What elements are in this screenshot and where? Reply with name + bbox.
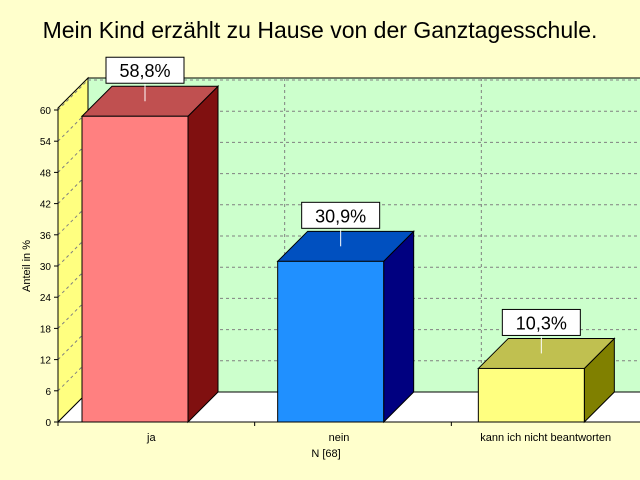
data-label: 30,9% [315,206,366,226]
bar-side [187,85,219,424]
labels: 58,8% ja 30,9% nein 10,3% kann ich nicht bean… [105,56,611,460]
y-axis-title: Anteil in % [21,240,33,292]
data-label-box [501,308,581,336]
data-label-box [105,56,185,84]
y-tick-label: 24 [40,293,52,304]
y-tick-label: 54 [40,137,52,148]
gridline [57,142,89,173]
gridline [57,329,89,360]
gridline [57,110,89,142]
x-tick-label: nein [329,432,350,444]
y-tick-label: 12 [40,356,52,367]
gridline [57,79,89,111]
y-tick-label: 36 [40,231,52,242]
gridline [57,266,89,298]
x-tick-label: kann ich nicht beantworten [480,432,611,444]
x-axis-title: N [68] [311,448,340,460]
data-label: 10,3% [516,313,567,333]
chart-title: Mein Kind erzählt zu Hause von der Ganzt… [42,17,598,43]
bar [81,115,189,423]
bar-side [383,230,415,424]
data-label: 58,8% [119,61,170,81]
y-tick-label: 30 [40,262,52,273]
gridline [57,235,89,267]
y-tick-label: 6 [45,387,51,398]
x-tick-label: ja [146,432,156,444]
y-tick-label: 48 [40,168,52,179]
bar [477,367,585,423]
gridline [57,173,89,204]
gridline [57,360,89,392]
gridline [57,204,89,236]
y-tick-label: 0 [45,418,51,429]
y-tick-label: 42 [40,200,52,211]
bars [80,85,616,424]
y-tick-label: 60 [40,106,52,117]
gridline [57,298,89,329]
data-label-box [301,201,381,229]
y-tick-label: 18 [40,324,52,335]
bar [277,260,385,423]
